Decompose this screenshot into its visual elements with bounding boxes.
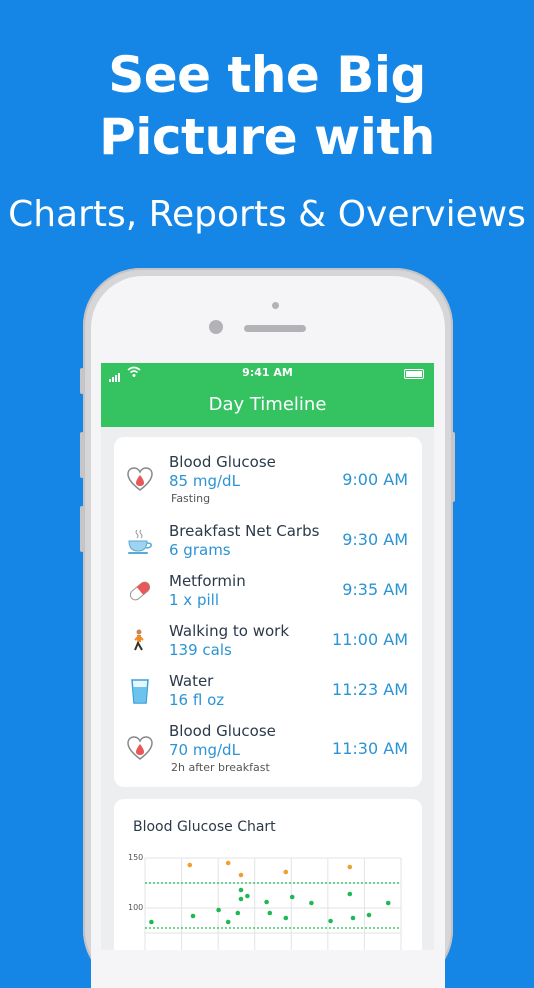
glucose-data-point <box>190 913 196 919</box>
entry-title: Walking to work <box>169 622 290 640</box>
volume-up-button <box>80 432 84 478</box>
status-bar: 9:41 AM <box>101 363 434 383</box>
nav-title: Day Timeline <box>101 383 434 427</box>
day-timeline-card: Blood Glucose 85 mg/dL Fasting 9:00 AM Break… <box>114 437 422 787</box>
glucose-data-point <box>347 891 353 897</box>
glucose-data-point <box>347 864 353 870</box>
entry-time: 9:30 AM <box>342 530 408 549</box>
power-button <box>451 432 455 502</box>
water-glass-icon <box>126 677 154 705</box>
headline-line-1: See the Big <box>108 46 426 104</box>
entry-value: 16 fl oz <box>169 691 225 709</box>
entry-value: 1 x pill <box>169 591 219 609</box>
entry-value: 70 mg/dL <box>169 741 240 759</box>
headline-line-2: Picture with <box>99 108 435 166</box>
status-time: 9:41 AM <box>242 366 293 379</box>
phone-screen: 9:41 AM Day Timeline Blood Glucose 85 mg/… <box>101 363 434 950</box>
signal-icon <box>109 369 121 382</box>
blood-drop-heart-icon <box>126 734 154 762</box>
blood-drop-heart-icon <box>126 465 154 493</box>
glucose-data-point <box>366 912 372 918</box>
blood-glucose-chart-card[interactable]: Blood Glucose Chart 150 100 <box>114 799 422 950</box>
glucose-data-point <box>328 918 333 924</box>
front-sensor <box>272 302 279 309</box>
entry-time: 11:00 AM <box>332 630 408 649</box>
entry-note: 2h after breakfast <box>171 761 270 774</box>
entry-time: 9:00 AM <box>342 470 408 489</box>
pill-icon <box>126 577 154 605</box>
glucose-data-point <box>385 900 391 906</box>
glucose-scatter-plot <box>144 857 402 950</box>
glucose-data-point <box>238 896 244 902</box>
y-tick-label: 100 <box>128 903 144 912</box>
entry-value: 85 mg/dL <box>169 472 240 490</box>
mute-switch <box>80 368 84 394</box>
chart-title: Blood Glucose Chart <box>133 819 276 835</box>
glucose-data-point <box>238 872 244 878</box>
entry-title: Blood Glucose <box>169 453 276 471</box>
entry-title: Water <box>169 672 214 690</box>
headline-line-3: Charts, Reports & Overviews <box>8 194 526 235</box>
walking-person-icon <box>126 627 154 655</box>
glucose-data-point <box>350 915 356 921</box>
glucose-data-point <box>245 893 250 899</box>
entry-title: Metformin <box>169 572 246 590</box>
entry-note: Fasting <box>171 492 211 505</box>
front-camera <box>209 320 223 334</box>
glucose-data-point <box>225 919 231 925</box>
wifi-icon <box>127 366 141 377</box>
glucose-data-point <box>283 915 289 921</box>
glucose-data-point <box>289 894 295 900</box>
entry-time: 11:30 AM <box>332 739 408 758</box>
entry-value: 139 cals <box>169 641 232 659</box>
glucose-data-point <box>264 899 269 905</box>
glucose-data-point <box>235 910 241 916</box>
glucose-data-point <box>187 862 193 868</box>
y-tick-label: 150 <box>128 853 144 862</box>
entry-value: 6 grams <box>169 541 231 559</box>
battery-icon <box>404 369 424 379</box>
glucose-data-point <box>309 900 314 906</box>
glucose-data-point <box>283 869 289 875</box>
entry-title: Breakfast Net Carbs <box>169 522 320 540</box>
glucose-data-point <box>149 919 154 925</box>
glucose-data-point <box>267 910 273 916</box>
glucose-data-point <box>216 907 221 913</box>
volume-down-button <box>80 506 84 552</box>
glucose-data-point <box>238 887 244 893</box>
glucose-data-point <box>225 860 231 866</box>
entry-title: Blood Glucose <box>169 722 276 740</box>
coffee-cup-icon <box>126 527 154 555</box>
earpiece-speaker <box>244 325 306 332</box>
entry-time: 11:23 AM <box>332 680 408 699</box>
entry-time: 9:35 AM <box>342 580 408 599</box>
